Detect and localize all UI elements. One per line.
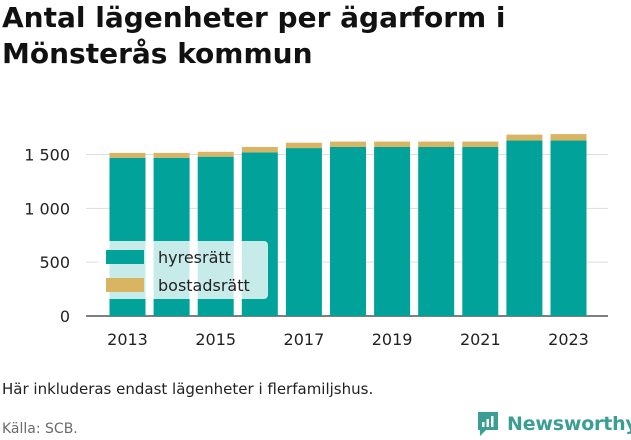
- bar-bostadsratt: [550, 134, 587, 141]
- bar-hyresratt: [285, 148, 322, 316]
- bars: [109, 134, 587, 316]
- bar-bostadsratt: [330, 141, 366, 147]
- chart-title: Antal lägenheter per ägarform i Mönsterå…: [2, 1, 506, 70]
- x-tick-label: 2023: [548, 330, 589, 349]
- bar-bostadsratt: [418, 141, 455, 147]
- y-tick-label: 1 500: [24, 146, 70, 165]
- bar-bostadsratt: [462, 141, 499, 147]
- legend-label: bostadsrätt: [158, 276, 250, 295]
- x-axis-ticks: 2013 2015 2017 2019 2021 2023: [107, 330, 589, 349]
- legend-label: hyresrätt: [158, 248, 231, 267]
- x-tick-label: 2015: [195, 330, 236, 349]
- brand-name: Newsworthy: [507, 413, 631, 435]
- legend-swatch: [106, 278, 144, 292]
- bar-bostadsratt: [109, 152, 146, 158]
- y-tick-label: 0: [60, 307, 70, 326]
- bar-bostadsratt: [197, 151, 234, 157]
- bar-hyresratt: [418, 146, 455, 316]
- y-tick-label: 1 000: [24, 199, 70, 218]
- legend: hyresrätt bostadsrätt: [98, 241, 268, 299]
- x-tick-label: 2021: [460, 330, 501, 349]
- bar-hyresratt: [506, 140, 543, 316]
- bar-bostadsratt: [153, 152, 190, 158]
- x-tick-label: 2013: [107, 330, 148, 349]
- bar-bostadsratt: [374, 141, 411, 147]
- legend-swatch: [106, 250, 144, 264]
- bar-bostadsratt: [506, 134, 543, 141]
- bar-hyresratt: [330, 146, 366, 316]
- bar-bostadsratt: [241, 146, 278, 153]
- bar-hyresratt: [462, 146, 499, 316]
- x-tick-label: 2017: [284, 330, 325, 349]
- chart-note: Här inkluderas endast lägenheter i flerf…: [2, 380, 374, 398]
- newsworthy-logo[interactable]: Newsworthy: [476, 408, 631, 440]
- y-tick-label: 500: [39, 253, 70, 272]
- bar-hyresratt: [374, 146, 411, 316]
- source-label: Källa: SCB.: [2, 421, 78, 437]
- bar-bostadsratt: [285, 142, 322, 149]
- y-axis-ticks: 0 500 1 000 1 500: [24, 146, 70, 326]
- newsworthy-logo-icon: [478, 412, 498, 436]
- x-tick-label: 2019: [372, 330, 413, 349]
- bar-hyresratt: [550, 140, 587, 316]
